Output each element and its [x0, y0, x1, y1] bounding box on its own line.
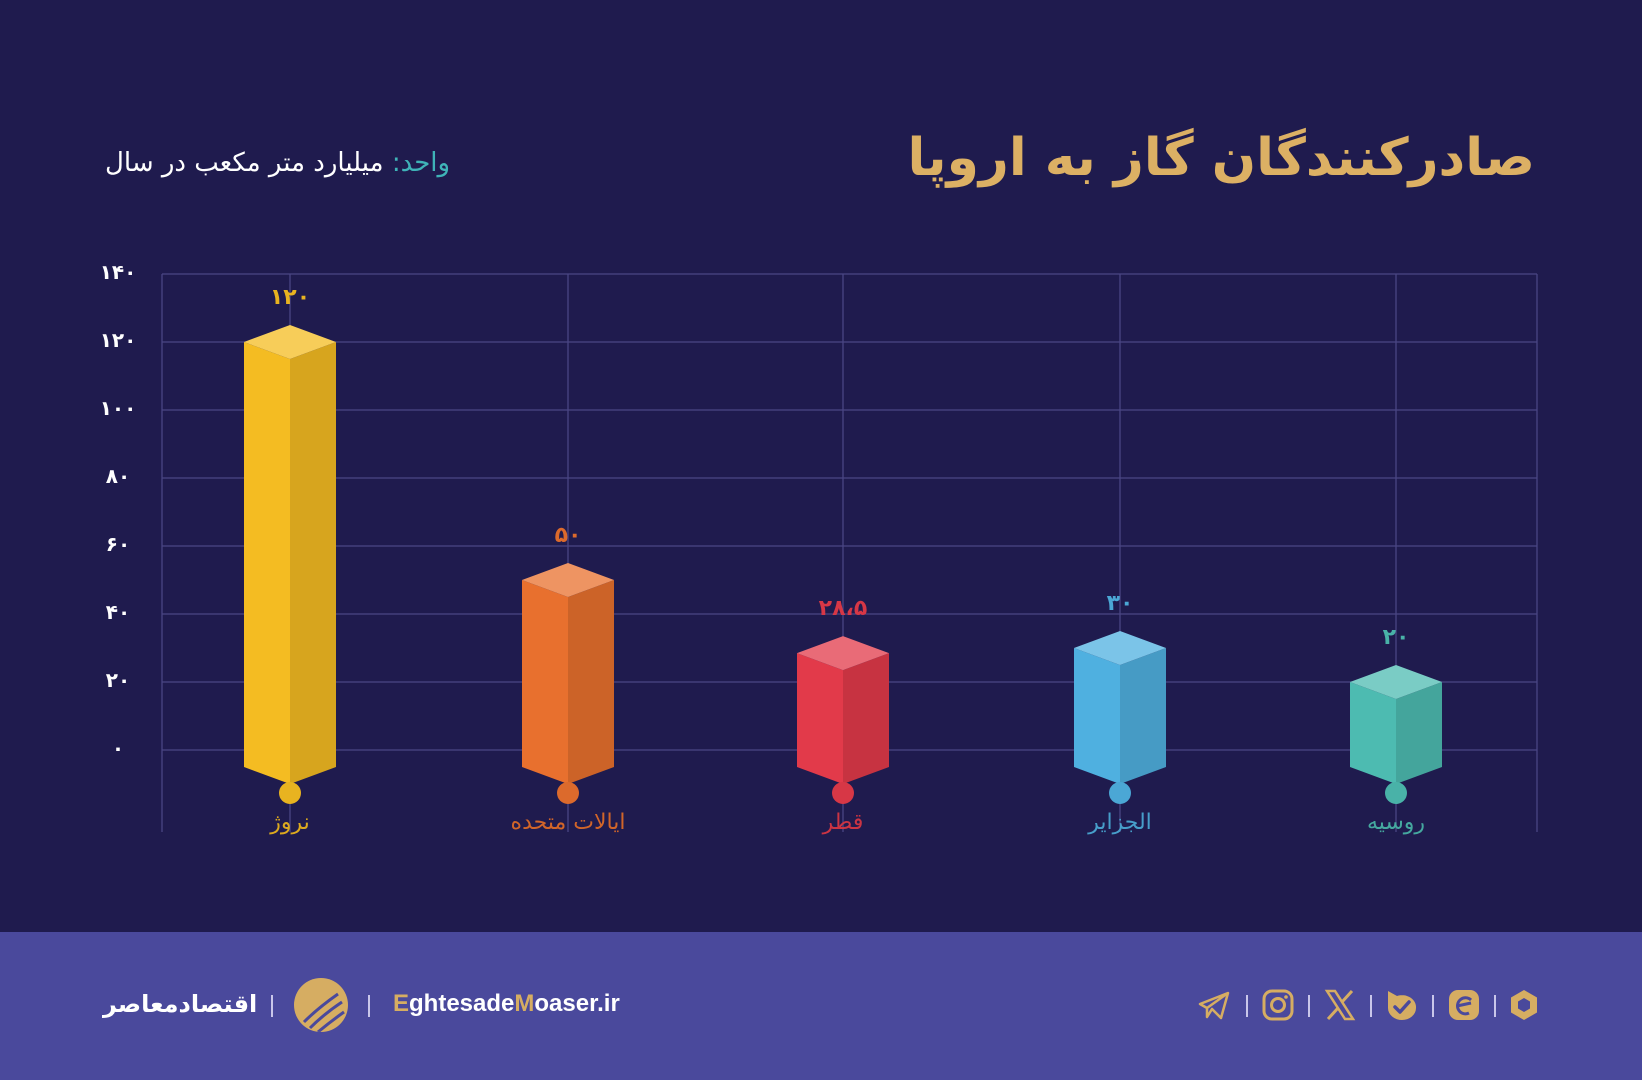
legend-dot	[1385, 782, 1407, 804]
bar-3	[1074, 631, 1166, 784]
y-tick-label: ۱۰۰	[99, 396, 137, 420]
bar-0	[244, 325, 336, 784]
brand-logo	[294, 978, 348, 1032]
y-tick-label: ۲۰	[105, 668, 131, 692]
footer	[0, 932, 1642, 1080]
instagram-icon[interactable]	[1261, 988, 1295, 1022]
legend-dot	[832, 782, 854, 804]
y-tick-label: ۴۰	[105, 600, 131, 624]
divider	[271, 995, 273, 1017]
telegram-icon[interactable]	[1197, 988, 1231, 1022]
divider	[1308, 995, 1310, 1017]
website-link[interactable]: EghtesadeMoaser.ir	[393, 990, 620, 1017]
divider	[1370, 995, 1372, 1017]
category-label: قطر	[822, 810, 864, 835]
eitaa-icon[interactable]	[1447, 988, 1481, 1022]
bar-chart	[161, 273, 1538, 832]
category-label: ایالات متحده	[510, 810, 626, 835]
category-label: روسیه	[1366, 810, 1426, 835]
category-label: نروژ	[270, 810, 310, 835]
y-tick-label: ۱۲۰	[99, 328, 137, 352]
y-tick-label: ۶۰	[105, 532, 131, 556]
x-icon[interactable]	[1323, 988, 1357, 1022]
y-tick-label: ۱۴۰	[99, 260, 137, 284]
bale-icon[interactable]	[1385, 988, 1419, 1022]
value-label: ۲۰	[1382, 625, 1410, 650]
y-tick-label: ۸۰	[105, 464, 131, 488]
unit-key: واحد:	[391, 148, 451, 178]
category-label: الجزایر	[1088, 810, 1152, 835]
value-label: ۲۸،۵	[818, 596, 868, 622]
y-tick-label: ۰	[111, 736, 125, 760]
legend-dot	[279, 782, 301, 804]
bar-2	[797, 636, 889, 784]
page-title: صادرکنندگان گاز به اروپا	[907, 128, 1536, 188]
legend-dot	[557, 782, 579, 804]
value-label: ۱۲۰	[269, 285, 311, 310]
brand-name: اقتصادمعاصر	[103, 990, 258, 1018]
unit-value: میلیارد متر مکعب در سال	[105, 148, 384, 178]
divider	[1246, 995, 1248, 1017]
value-label: ۵۰	[554, 523, 582, 548]
bar-1	[522, 563, 614, 784]
legend-dot	[1109, 782, 1131, 804]
unit-label: واحد: میلیارد متر مکعب در سال	[105, 148, 450, 178]
value-label: ۳۰	[1106, 591, 1134, 616]
divider	[1432, 995, 1434, 1017]
divider	[1494, 995, 1496, 1017]
rubika-icon[interactable]	[1507, 988, 1541, 1022]
divider	[368, 995, 370, 1017]
bar-4	[1350, 665, 1442, 784]
